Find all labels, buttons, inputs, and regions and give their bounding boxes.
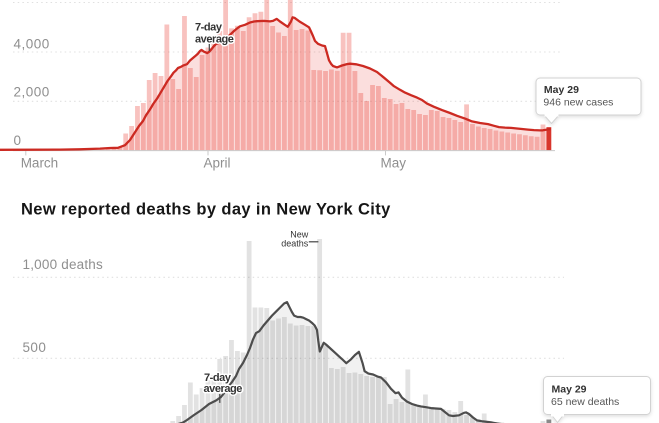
svg-text:0: 0: [14, 133, 22, 148]
svg-text:average: average: [204, 383, 243, 395]
svg-text:April: April: [204, 155, 231, 170]
svg-text:deaths: deaths: [281, 239, 309, 249]
svg-text:7-day: 7-day: [204, 372, 232, 384]
svg-text:March: March: [21, 155, 59, 170]
svg-text:500: 500: [23, 340, 47, 355]
svg-text:New: New: [290, 230, 309, 240]
svg-text:4,000: 4,000: [14, 36, 50, 51]
svg-text:May 29: May 29: [552, 384, 587, 396]
svg-text:average: average: [195, 34, 234, 46]
svg-text:May: May: [381, 155, 407, 170]
svg-text:2,000: 2,000: [14, 85, 50, 100]
svg-text:1,000 deaths: 1,000 deaths: [23, 257, 104, 272]
svg-text:New reported deaths by day in: New reported deaths by day in New York C…: [21, 201, 391, 219]
svg-text:7-day: 7-day: [195, 22, 223, 34]
svg-text:946 new cases: 946 new cases: [543, 96, 613, 108]
svg-text:May 29: May 29: [544, 84, 579, 96]
svg-text:65 new deaths: 65 new deaths: [551, 396, 619, 408]
